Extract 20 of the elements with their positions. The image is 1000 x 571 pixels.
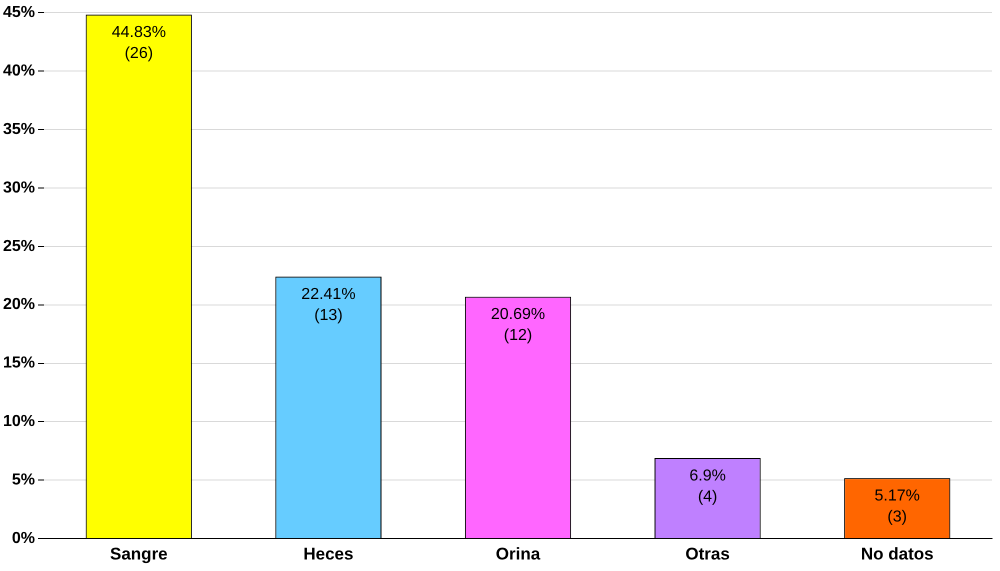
- data-label: 44.83% (26): [112, 24, 166, 62]
- y-tick-label: 30%: [2, 179, 36, 196]
- x-tick-label: Orina: [496, 544, 541, 564]
- x-tick-label: Otras: [685, 544, 730, 564]
- x-tick-label: No datos: [860, 544, 934, 564]
- y-tick-label: 25%: [2, 238, 36, 255]
- x-tick-label: Sangre: [110, 544, 168, 564]
- y-tick-label: 20%: [2, 296, 36, 314]
- y-tick-label: 35%: [2, 120, 36, 138]
- y-tick-label: 15%: [2, 354, 36, 372]
- y-tick-label: 5%: [12, 472, 36, 489]
- y-tick-label: 0%: [12, 530, 36, 548]
- x-tick-label: Heces: [303, 544, 354, 564]
- data-label: 5.17% (3): [874, 488, 920, 526]
- data-label: 20.69% (12): [490, 306, 546, 344]
- y-tick-label: 40%: [2, 62, 36, 80]
- data-label: 22.41% (13): [301, 286, 356, 324]
- y-tick-label: 45%: [2, 4, 36, 22]
- y-tick-label: 10%: [2, 413, 36, 430]
- data-label: 6.9% (4): [689, 467, 726, 506]
